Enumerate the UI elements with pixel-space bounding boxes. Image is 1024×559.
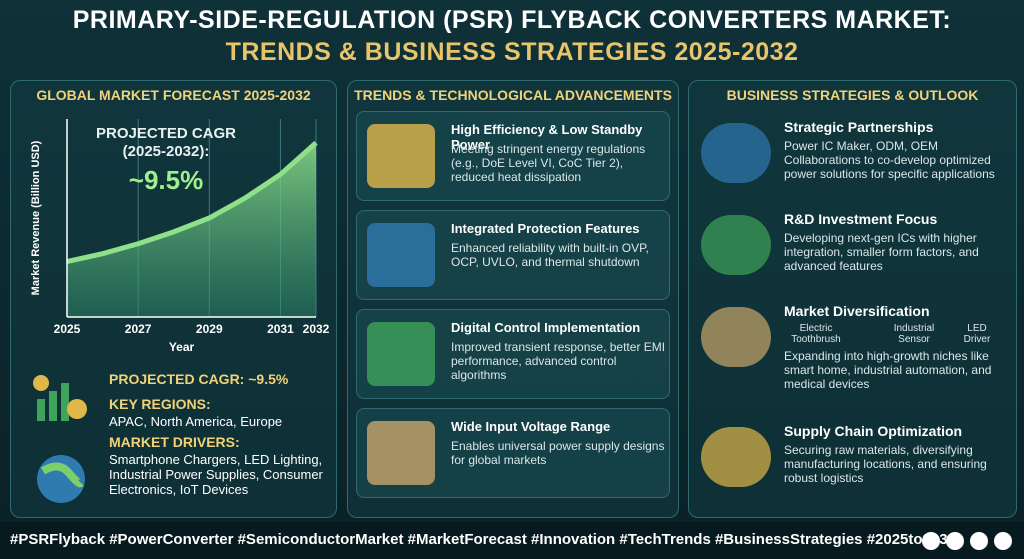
card-text: Enhanced reliability with built-in OVP, … xyxy=(451,241,649,269)
title-line2: TRENDS & BUSINESS STRATEGIES 2025-2032 xyxy=(225,38,799,66)
strategy-title: Strategic Partnerships xyxy=(784,119,934,135)
strategy-title: R&D Investment Focus xyxy=(784,211,938,227)
card-icon xyxy=(367,322,435,386)
social-icons[interactable] xyxy=(920,530,1020,552)
item-text: Smartphone Chargers, LED Lighting, Indus… xyxy=(109,452,323,497)
x-tick-label: 2031 xyxy=(267,322,294,336)
hashtags: #PSRFlyback #PowerConverter #Semiconduct… xyxy=(10,531,956,548)
x-tick-label: 2027 xyxy=(125,322,152,336)
left-icons xyxy=(33,375,87,503)
title-line1: PRIMARY-SIDE-REGULATION (PSR) FLYBACK CO… xyxy=(72,6,952,34)
strategy-title: Market Diversification xyxy=(784,303,930,319)
y-axis-label: Market Revenue (Billion USD) xyxy=(30,140,42,295)
area xyxy=(67,142,316,317)
line xyxy=(66,140,318,265)
strategy-title: Supply Chain Optimization xyxy=(784,423,963,439)
strategy-text: Developing next-gen ICs with higher inte… xyxy=(784,231,979,273)
panel-title: TRENDS & TECHNOLOGICAL ADVANCEMENTS xyxy=(354,87,672,103)
icon-label: Industrial Sensor xyxy=(893,323,935,345)
footer: #PSRFlyback #PowerConverter #Semiconduct… xyxy=(0,522,1024,559)
panel-title: BUSINESS STRATEGIES & OUTLOOK xyxy=(726,87,979,103)
strategy-text: Securing raw materials, diversifying man… xyxy=(784,443,987,485)
trend-card: Digital Control Implementation Improved t… xyxy=(356,309,670,399)
item-title: PROJECTED CAGR: ~9.5% xyxy=(109,371,289,387)
card-text: Meeting stringent energy regulations (e.… xyxy=(451,142,646,184)
strategy-text: Expanding into high-growth niches like s… xyxy=(784,349,992,391)
right-panel: BUSINESS STRATEGIES & OUTLOOK Strategic … xyxy=(688,80,1017,518)
forecast-chart: 2025 2027 2029 2031 2032 Year Market Revenue (… xyxy=(30,119,330,354)
card-text: Enables universal power supply designs f… xyxy=(451,439,665,467)
item-title: MARKET DRIVERS: xyxy=(109,434,240,450)
card-title: High Efficiency & Low Standby Power xyxy=(451,122,643,152)
card-title: Wide Input Voltage Range xyxy=(451,419,611,434)
icon-label: LED Driver xyxy=(963,323,991,345)
x-tick-label: 2025 xyxy=(54,322,81,336)
cagr-period: (2025-2032): xyxy=(122,143,210,160)
cagr-label: PROJECTED CAGR xyxy=(95,125,237,142)
strategy-icon xyxy=(701,427,771,487)
card-icon xyxy=(367,124,435,188)
trend-card: Wide Input Voltage Range Enables universa… xyxy=(356,408,670,498)
trend-card: High Efficiency & Low Standby Power Meeti… xyxy=(356,111,670,201)
card-icon xyxy=(367,223,435,287)
x-axis-label: Year xyxy=(169,340,195,354)
left-panel: GLOBAL MARKET FORECAST 2025-2032 2025 202… xyxy=(10,80,337,518)
item-text: APAC, North America, Europe xyxy=(109,414,283,429)
cagr-value: ~9.5% xyxy=(128,165,204,195)
middle-panel: TRENDS & TECHNOLOGICAL ADVANCEMENTS High… xyxy=(347,80,679,518)
trend-card: Integrated Protection Features Enhanced r… xyxy=(356,210,670,300)
x-tick-label: 2029 xyxy=(196,322,223,336)
strategy-icon xyxy=(701,215,771,275)
card-text: Improved transient response, better EMI … xyxy=(451,340,666,382)
strategy-icon xyxy=(701,123,771,183)
card-icon xyxy=(367,421,435,485)
item-title: KEY REGIONS: xyxy=(109,396,211,412)
x-tick-label: 2032 xyxy=(303,322,330,336)
card-title: Digital Control Implementation xyxy=(451,320,641,335)
strategy-icon xyxy=(701,307,771,367)
panel-title: GLOBAL MARKET FORECAST 2025-2032 xyxy=(36,87,311,103)
strategy-text: Power IC Maker, ODM, OEM Collaborations … xyxy=(784,139,995,181)
card-title: Integrated Protection Features xyxy=(451,221,640,236)
icon-label: Electric Toothbrush xyxy=(791,323,841,345)
